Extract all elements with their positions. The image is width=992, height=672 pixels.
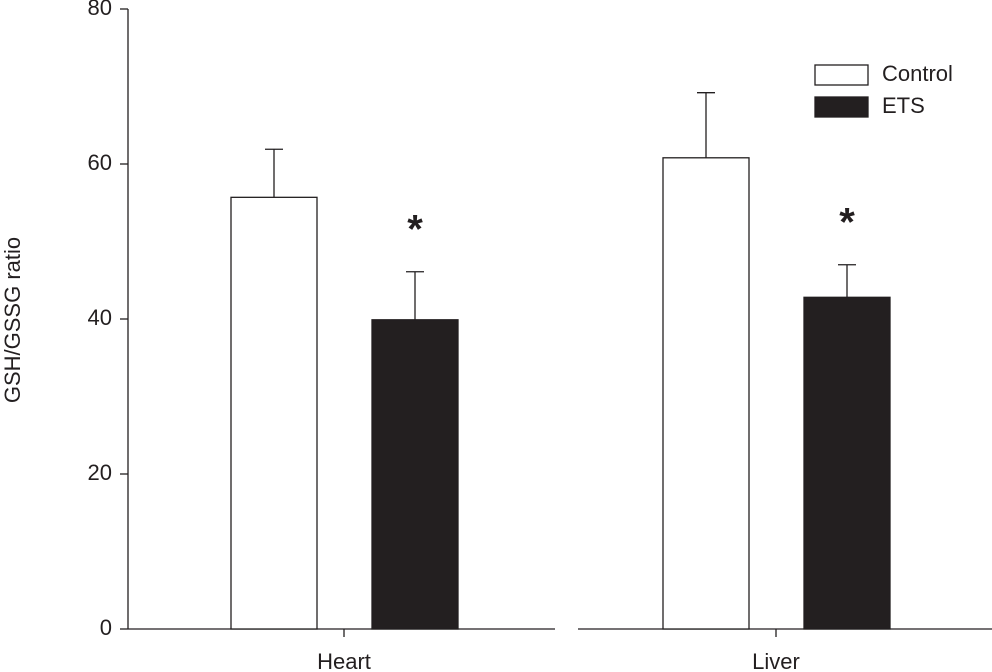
- x-tick-label: Heart: [317, 649, 371, 672]
- legend-label: Control: [882, 61, 953, 86]
- bar: [803, 296, 891, 630]
- y-tick-label: 60: [88, 150, 112, 175]
- significance-marker: *: [407, 207, 423, 251]
- y-axis-label: GSH/GSSG ratio: [0, 237, 25, 403]
- x-tick-label: Liver: [752, 649, 800, 672]
- bar: [662, 157, 750, 630]
- legend-swatch: [814, 64, 869, 86]
- bar: [371, 319, 459, 630]
- significance-marker: *: [839, 200, 855, 244]
- y-tick-label: 40: [88, 305, 112, 330]
- bar: [230, 196, 318, 630]
- y-tick-label: 0: [100, 615, 112, 640]
- y-tick-label: 20: [88, 460, 112, 485]
- legend-label: ETS: [882, 93, 925, 118]
- legend-swatch: [814, 96, 869, 118]
- y-tick-label: 80: [88, 0, 112, 20]
